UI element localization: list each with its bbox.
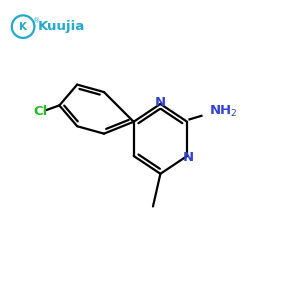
Text: ®: ® bbox=[33, 18, 40, 24]
Text: Cl: Cl bbox=[33, 105, 47, 118]
Text: N: N bbox=[183, 151, 194, 164]
Text: Kuujia: Kuujia bbox=[38, 20, 85, 33]
Text: N: N bbox=[155, 96, 166, 109]
Text: K: K bbox=[19, 22, 27, 32]
Text: NH$_2$: NH$_2$ bbox=[209, 104, 238, 119]
